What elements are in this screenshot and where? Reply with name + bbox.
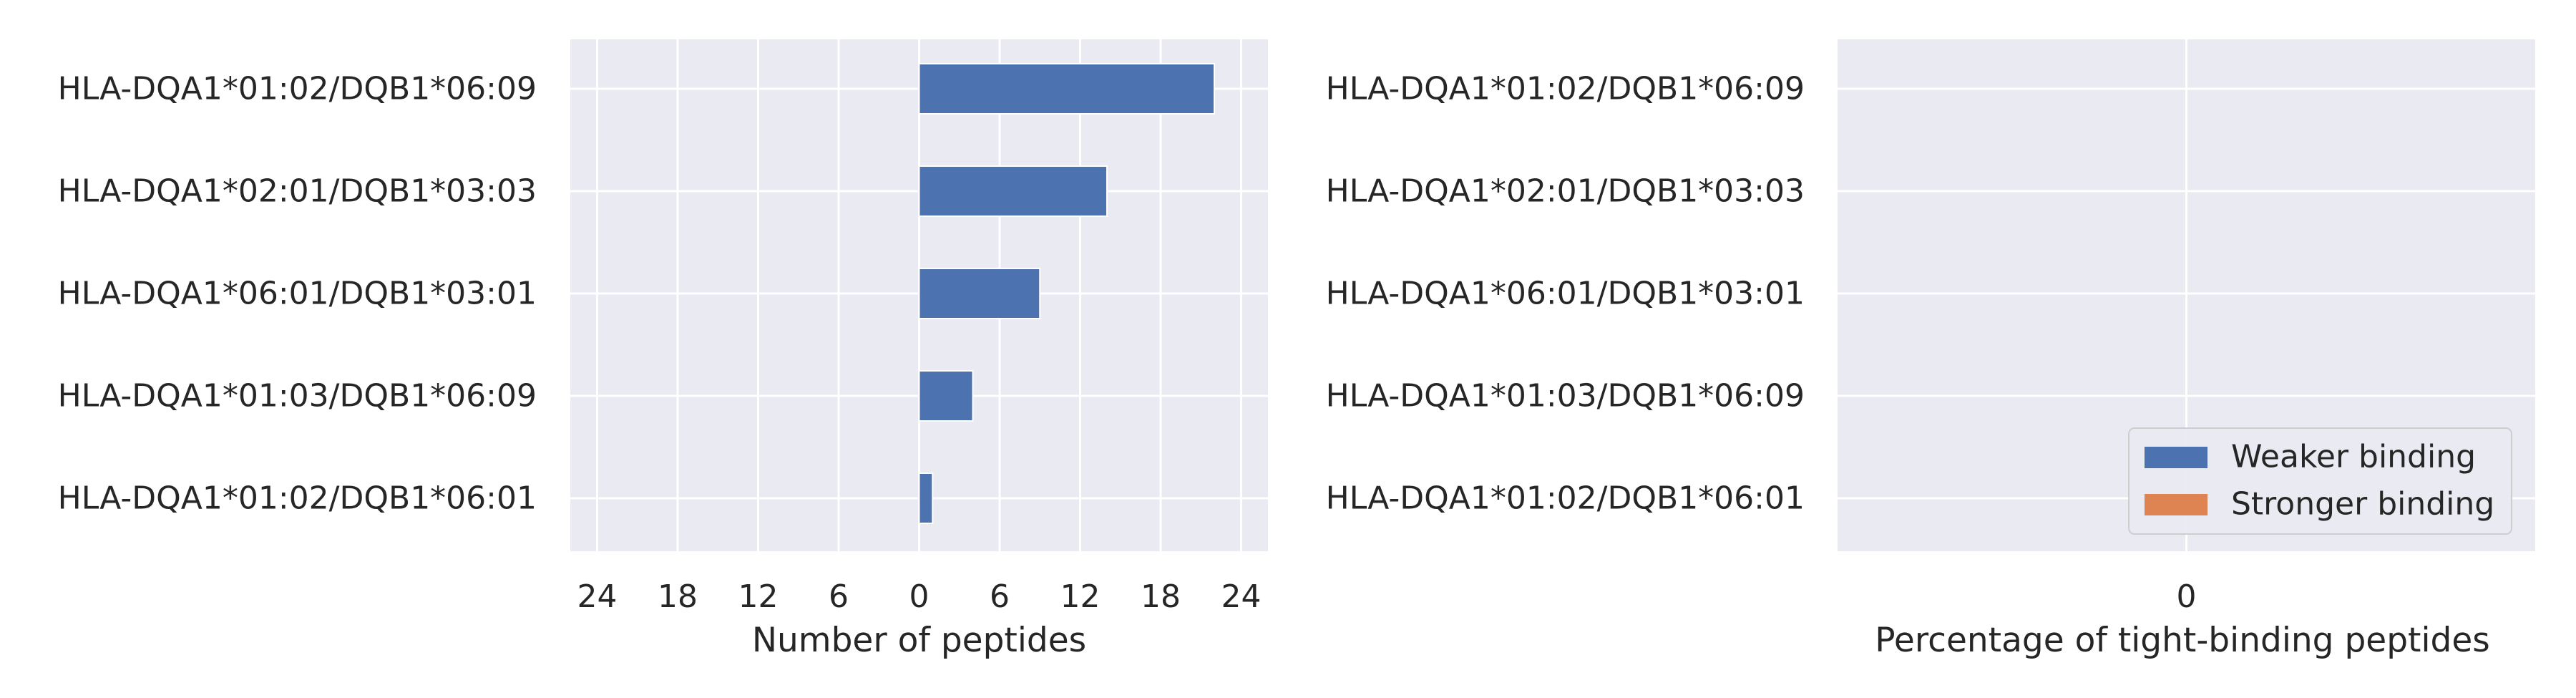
legend-label-weaker: Weaker binding xyxy=(2231,439,2476,475)
bar-weaker-binding xyxy=(918,472,934,524)
y-tick-label-right: HLA-DQA1*02:01/DQB1*03:03 xyxy=(1326,173,1805,210)
x-tick-label-left: 18 xyxy=(658,578,698,615)
x-tick-label-left: 6 xyxy=(829,578,849,615)
x-tick-label-left: 24 xyxy=(1221,578,1262,615)
x-tick-label-left: 6 xyxy=(990,578,1010,615)
bar-weaker-binding xyxy=(918,63,1215,115)
x-axis-title-left: Number of peptides xyxy=(752,621,1086,660)
y-tick-label-right: HLA-DQA1*01:02/DQB1*06:09 xyxy=(1326,71,1805,107)
legend-label-stronger: Stronger binding xyxy=(2231,486,2494,523)
bar-weaker-binding xyxy=(918,165,1108,217)
x-tick-label-right: 0 xyxy=(2177,578,2197,615)
y-tick-label-left: HLA-DQA1*01:03/DQB1*06:09 xyxy=(58,378,537,415)
legend-swatch-stronger xyxy=(2145,494,2207,515)
x-tick-label-left: 18 xyxy=(1141,578,1181,615)
x-axis-title-right: Percentage of tight-binding peptides xyxy=(1875,621,2490,660)
legend-box xyxy=(2128,427,2512,535)
y-tick-label-right: HLA-DQA1*01:02/DQB1*06:01 xyxy=(1326,480,1805,517)
y-tick-label-left: HLA-DQA1*01:02/DQB1*06:09 xyxy=(58,71,537,107)
y-tick-label-right: HLA-DQA1*01:03/DQB1*06:09 xyxy=(1326,378,1805,415)
x-tick-label-left: 12 xyxy=(1060,578,1101,615)
y-tick-label-left: HLA-DQA1*06:01/DQB1*03:01 xyxy=(58,276,537,312)
bar-weaker-binding xyxy=(918,268,1041,319)
y-tick-label-right: HLA-DQA1*06:01/DQB1*03:01 xyxy=(1326,276,1805,312)
legend-swatch-weaker xyxy=(2145,447,2207,468)
y-tick-label-left: HLA-DQA1*02:01/DQB1*03:03 xyxy=(58,173,537,210)
x-tick-label-left: 0 xyxy=(909,578,930,615)
x-tick-label-left: 24 xyxy=(577,578,618,615)
bar-weaker-binding xyxy=(918,370,974,422)
x-tick-label-left: 12 xyxy=(738,578,779,615)
y-tick-label-left: HLA-DQA1*01:02/DQB1*06:01 xyxy=(58,480,537,517)
